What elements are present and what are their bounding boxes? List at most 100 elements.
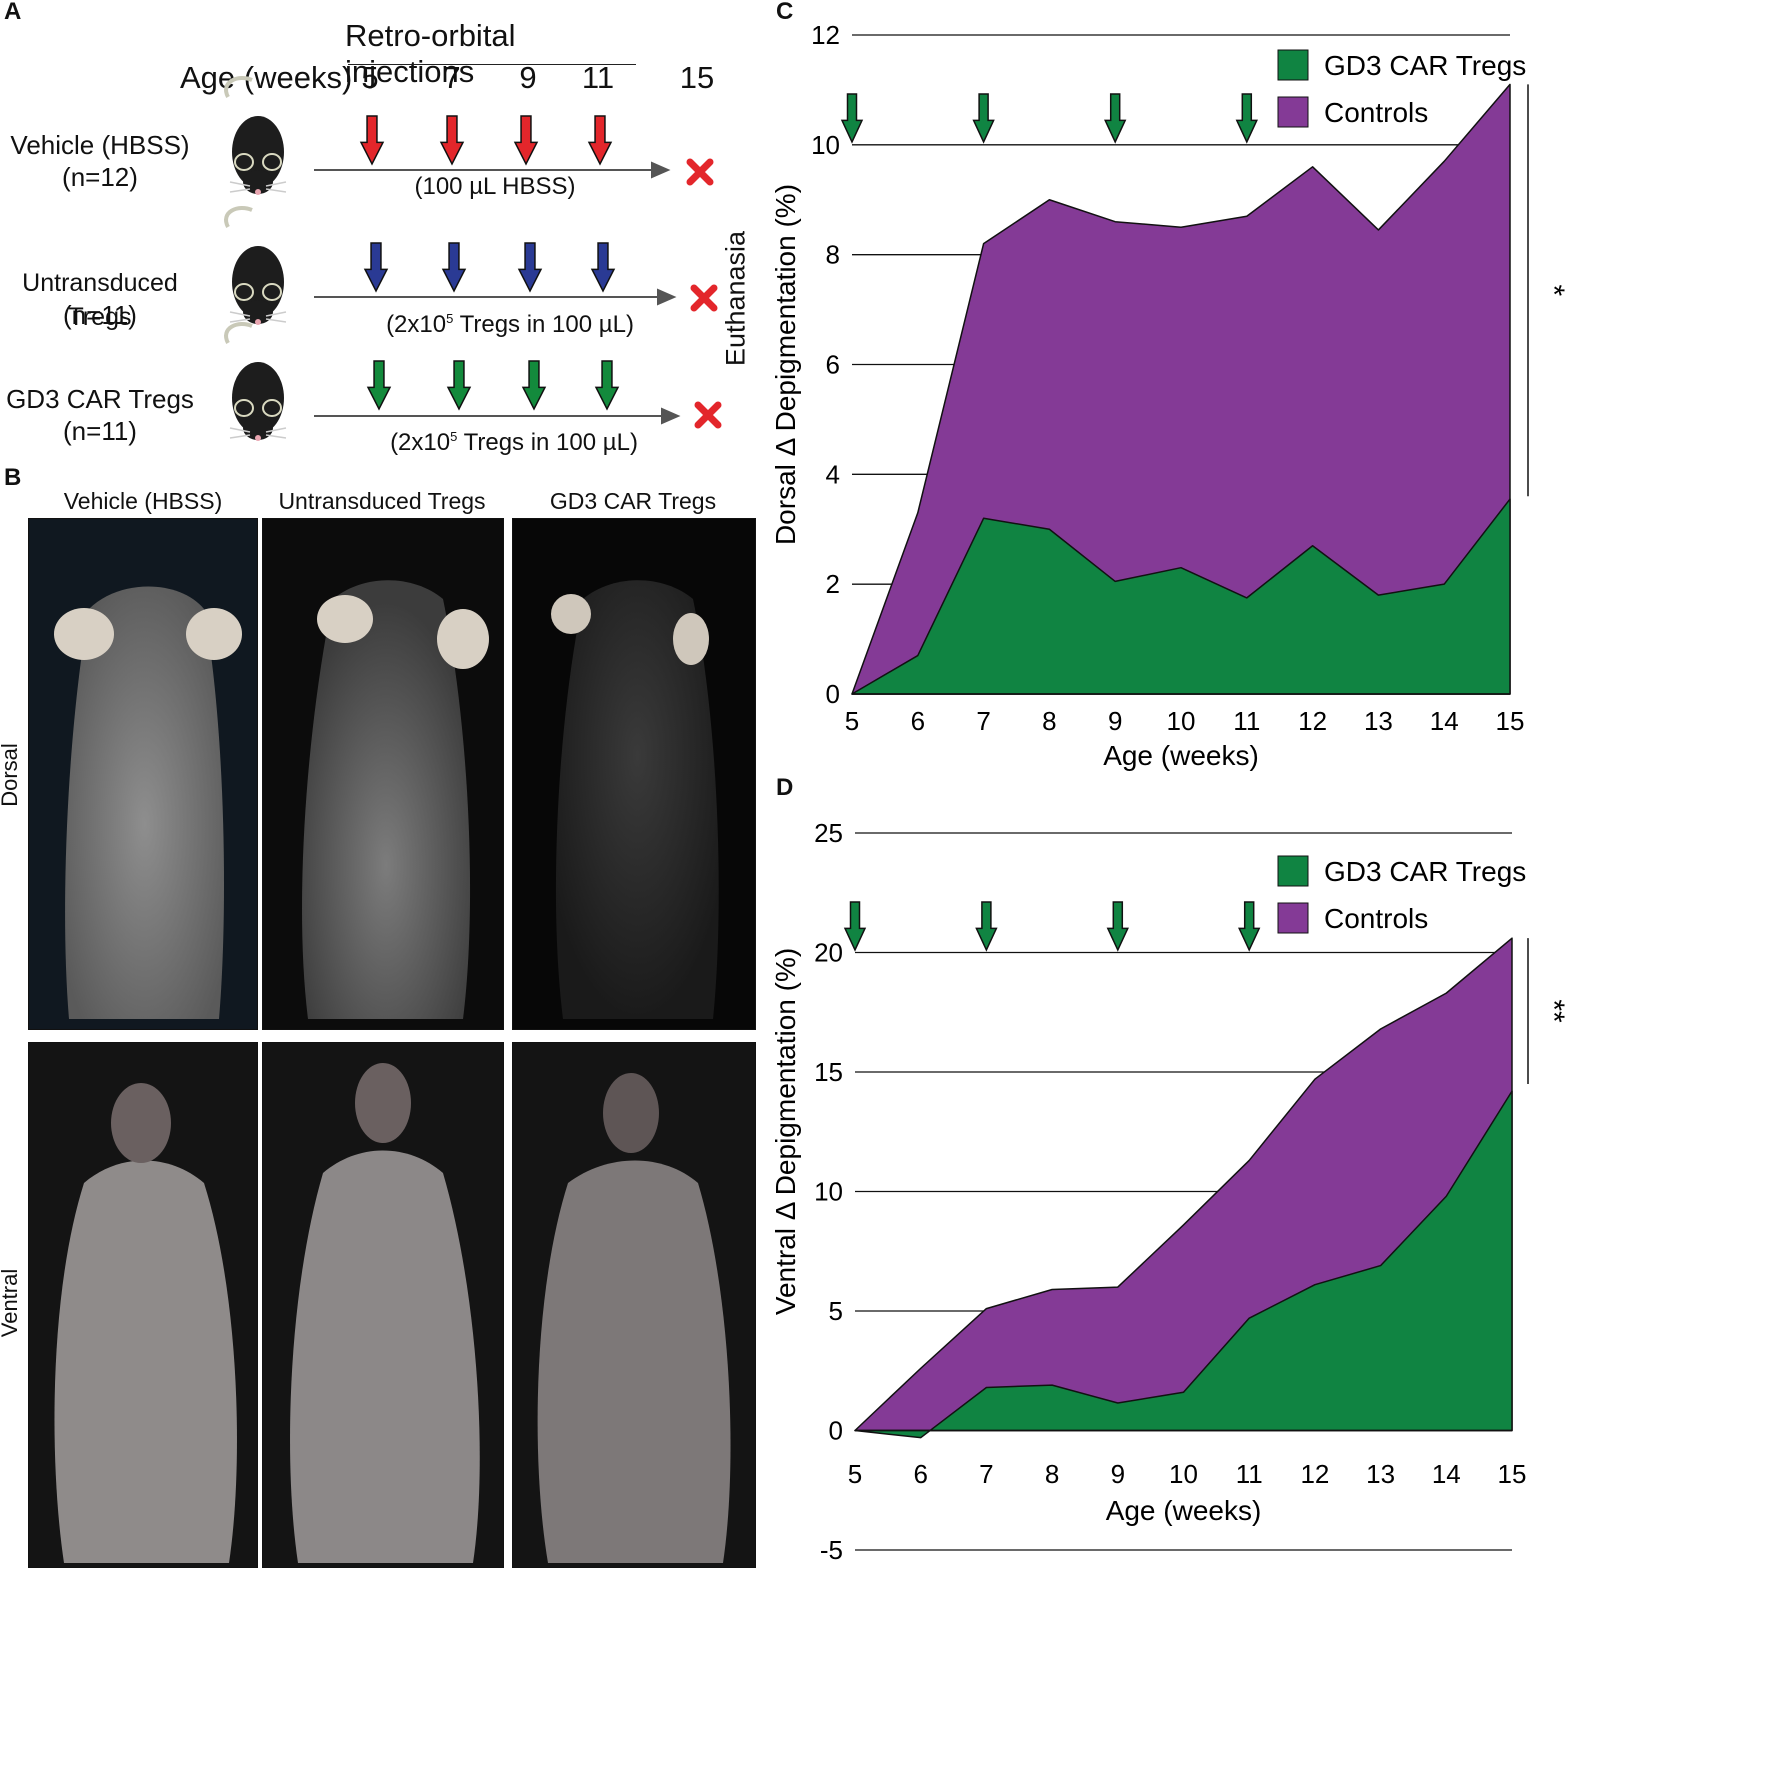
legend-swatch [1277,855,1309,887]
x-tick-label: 12 [1298,706,1327,736]
x-axis-label: Age (weeks) [1106,1495,1262,1526]
group-n: (n=12) [62,162,138,192]
photo-dorsal-gd3 [512,518,756,1030]
x-axis-label: Age (weeks) [1103,740,1259,771]
y-tick-label: 0 [826,679,840,709]
y-axis-label: Dorsal Δ Depigmentation (%) [770,184,801,545]
photo-dorsal-vehicle [28,518,258,1030]
panel-c-letter: C [776,0,794,25]
injection-arrow [359,115,385,166]
y-tick-label: -5 [820,1535,843,1565]
x-tick-label: 7 [979,1459,993,1489]
significance-label: ** [1537,999,1570,1023]
group-n: (n=11) [63,416,137,446]
injection-arrow [366,360,392,411]
legend-label: GD3 CAR Tregs [1324,856,1526,887]
legend-label: Controls [1324,97,1428,128]
injection-arrow [975,901,998,952]
week-label: 7 [443,60,461,95]
y-tick-label: 6 [826,350,840,380]
y-tick-label: 5 [829,1296,843,1326]
injection-arrow [594,360,620,411]
y-tick-label: 12 [811,20,840,50]
week-label: 9 [519,60,537,95]
photo-ventral-vehicle [28,1042,258,1568]
y-tick-label: 20 [814,938,843,968]
injection-arrow [587,115,613,166]
injection-arrow [513,115,539,166]
x-tick-label: 13 [1364,706,1393,736]
x-tick-label: 11 [1236,1459,1263,1489]
week-label: 5 [361,60,379,95]
x-tick-label: 8 [1045,1459,1059,1489]
x-tick-label: 14 [1430,706,1459,736]
legend-swatch [1277,902,1309,934]
legend-label: Controls [1324,903,1428,934]
legend-swatch [1277,96,1309,128]
photo-ventral-untransduced [262,1042,504,1568]
legend-label: GD3 CAR Tregs [1324,50,1526,81]
photo-ventral-gd3 [512,1042,756,1568]
x-tick-label: 14 [1432,1459,1461,1489]
injection-arrow [521,360,547,411]
y-tick-label: 10 [811,130,840,160]
injection-arrow [843,901,867,952]
y-tick-label: 25 [814,818,843,848]
injection-arrow [441,242,467,293]
legend-swatch [1277,49,1309,81]
x-tick-label: 11 [1233,706,1260,736]
dose-label: (100 µL HBSS) [414,173,576,200]
y-tick-label: 4 [826,459,840,489]
x-tick-label: 15 [1498,1459,1527,1489]
x-tick-label: 6 [913,1459,927,1489]
injection-arrow [1106,901,1129,952]
x-tick-label: 15 [1496,706,1525,736]
panel-b-letter: B [4,464,22,491]
y-tick-label: 0 [829,1416,843,1446]
injection-arrow [1238,901,1261,952]
euthanasia-x-icon [686,158,714,186]
photo-dorsal-untransduced [262,518,504,1030]
injections-title: Retro-orbital injections [345,18,516,89]
injection-arrow [1104,93,1127,144]
x-tick-label: 9 [1108,706,1122,736]
x-tick-label: 6 [911,706,925,736]
column-header: Untransduced Tregs [278,488,486,514]
timeline-graphics [224,75,722,443]
injection-arrow [446,360,472,411]
injection-arrow [1235,93,1258,144]
dose-label: (2x105 Tregs in 100 µL) [386,311,634,338]
x-tick-label: 8 [1042,706,1056,736]
x-tick-label: 9 [1111,1459,1125,1489]
euthanasia-x-icon [690,284,718,312]
x-tick-label: 13 [1366,1459,1395,1489]
x-tick-label: 5 [848,1459,862,1489]
age-label: Age (weeks) [180,60,353,95]
week-label: 11 [581,60,615,95]
week-label: 15 [679,60,715,95]
injection-arrow [439,115,465,166]
injection-arrow [363,242,389,293]
significance-label: * [1537,285,1570,297]
x-tick-label: 10 [1167,706,1196,736]
group-name: Vehicle (HBSS) [10,130,190,160]
y-axis-label: Ventral Δ Depigmentation (%) [770,948,801,1315]
injection-arrow [972,93,995,144]
panel-a-letter: A [4,0,22,25]
x-tick-label: 7 [976,706,990,736]
group-n: (n=11) [63,300,137,330]
panel-d-letter: D [776,774,794,801]
x-tick-label: 12 [1300,1459,1329,1489]
dose-label: (2x105 Tregs in 100 µL) [390,429,638,456]
column-header: GD3 CAR Tregs [549,488,717,514]
euthanasia-x-icon [694,401,722,429]
injection-arrow [590,242,616,293]
group-name: GD3 CAR Tregs [6,384,194,414]
y-tick-label: 8 [826,240,840,270]
y-tick-label: 15 [814,1057,843,1087]
area-gd3-car-tregs [851,498,1511,695]
injection-arrow [517,242,543,293]
injection-arrow [840,93,864,144]
injections-underline [348,64,636,65]
